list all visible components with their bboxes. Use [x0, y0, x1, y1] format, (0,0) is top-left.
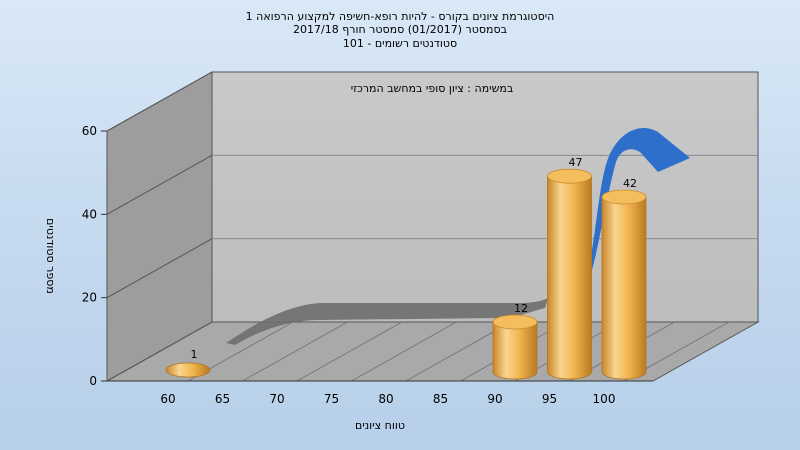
x-tick-label: 90 — [487, 392, 502, 406]
back-wall — [211, 71, 759, 323]
chart-title-line-2: בסמסטר (01/2017) סמסטר חורף 2017/18 — [293, 23, 507, 36]
data-label: 1 — [191, 348, 198, 361]
x-tick-label: 95 — [542, 392, 557, 406]
floor-gridline — [351, 321, 457, 382]
data-label: 42 — [623, 177, 637, 190]
bars — [165, 168, 647, 380]
x-tick-label: 75 — [324, 392, 339, 406]
gridline-side — [106, 238, 213, 299]
x-tick-label: 85 — [433, 392, 448, 406]
bar — [165, 362, 211, 378]
bar — [601, 189, 647, 380]
gridline-side — [106, 321, 213, 382]
chart-title-line-1: היסטוגרמת ציונים בקורס - להיות רופא-חשיפ… — [245, 10, 555, 23]
bar — [492, 314, 538, 380]
x-tick-label: 100 — [593, 392, 616, 406]
bar-body — [547, 175, 592, 380]
y-axis: 0 20 40 60 — [82, 124, 107, 388]
trend-curve-back — [226, 298, 548, 345]
trend-curve-front — [590, 128, 690, 270]
data-label: 47 — [569, 156, 583, 169]
y-tick-label: 40 — [82, 207, 97, 221]
chart-subtitle: במשימה : ציון סופי במחשב המרכזי — [351, 82, 514, 95]
bar-cap — [165, 362, 211, 378]
bar-top — [547, 168, 592, 184]
data-label: 12 — [514, 302, 528, 315]
x-tick-label: 60 — [160, 392, 175, 406]
data-labels: 1 12 47 42 — [191, 156, 638, 361]
bar-body — [492, 321, 538, 380]
floor-gridline — [242, 321, 348, 382]
y-tick-label: 20 — [82, 291, 97, 305]
x-tick-label: 70 — [269, 392, 284, 406]
x-tick-label: 65 — [215, 392, 230, 406]
y-tick-label: 60 — [82, 124, 97, 138]
x-axis: 60 65 70 75 80 85 90 95 100 — [107, 380, 653, 406]
y-axis-title: מספר סטודנטים — [44, 218, 57, 294]
gridline-side — [106, 154, 213, 215]
y-tick-label: 0 — [89, 374, 97, 388]
bar-top — [601, 189, 647, 205]
bar-body — [601, 196, 647, 380]
bar-top — [492, 314, 538, 330]
chart-title-line-3: סטודנטים רשומים - 101 — [342, 37, 458, 50]
x-axis-title: טווח ציונים — [355, 419, 405, 432]
trend-curve — [226, 128, 690, 345]
x-tick-label: 80 — [378, 392, 393, 406]
bar — [547, 168, 592, 380]
floor-gridline — [296, 321, 403, 382]
gridline-side — [106, 71, 213, 132]
